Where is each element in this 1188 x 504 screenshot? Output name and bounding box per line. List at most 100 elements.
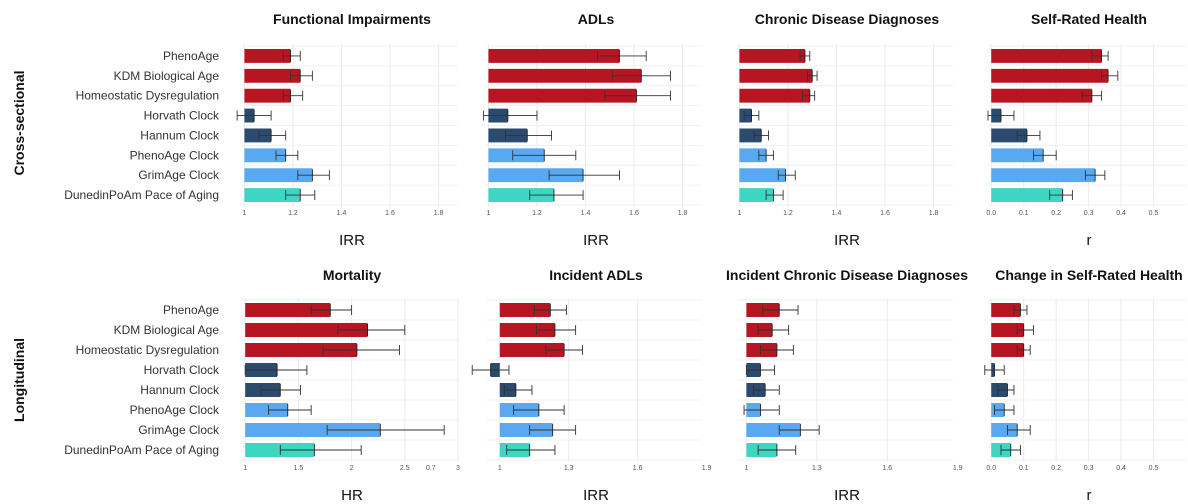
tick-label: 0.5 (1149, 465, 1159, 472)
bar-incident-adls-phenoage (499, 303, 551, 317)
axis-label-incident-chronic-disease-diagnoses: IRR (834, 487, 860, 504)
bar-self-rated-health-hannum-clock (991, 128, 1027, 143)
tick-label: 1 (243, 465, 247, 472)
bar-adls-phenoage (488, 49, 620, 63)
bar-mortality-homeostatic-dysregulation (245, 343, 357, 357)
tick-label: 2.5 (400, 465, 410, 472)
tick-label: 1.8 (678, 210, 688, 217)
tick-label: 1 (744, 465, 748, 472)
tick-label: 3 (456, 465, 460, 472)
bar-adls-dunedinpoam-pace-of-aging (488, 188, 554, 202)
panel-title-chronic-disease-diagnoses: Chronic Disease Diagnoses (755, 11, 940, 27)
bar-chronic-disease-diagnoses-phenoage-clock (739, 148, 767, 163)
bar-chronic-disease-diagnoses-dunedinpoam-pace-of-aging (739, 188, 774, 202)
tick-label: 1.8 (929, 210, 939, 217)
tick-label: 1.2 (783, 210, 793, 217)
tick-label: 0.3 (1084, 210, 1094, 217)
category-label-homeostatic-dysregulation: Homeostatic Dysregulation (76, 89, 219, 103)
bar-change-in-self-rated-health-phenoage (991, 303, 1021, 317)
tick-label: 1.6 (880, 210, 890, 217)
bar-incident-adls-kdm-biological-age (499, 323, 555, 337)
bar-adls-homeostatic-dysregulation (488, 88, 637, 103)
axis-label-mortality: HR (341, 487, 363, 504)
bar-change-in-self-rated-health-grimage-clock (991, 423, 1018, 437)
tick-label: 0.1 (1019, 465, 1029, 472)
category-label-homeostatic-dysregulation: Homeostatic Dysregulation (76, 343, 219, 357)
tick-label: 1 (486, 210, 490, 217)
bar-mortality-grimage-clock (245, 423, 381, 437)
category-label-dunedinpoam-pace-of-aging: DunedinPoAm Pace of Aging (64, 188, 219, 202)
tick-label: 1 (737, 210, 741, 217)
category-label-hannum-clock: Hannum Clock (140, 128, 220, 142)
category-label-kdm-biological-age: KDM Biological Age (114, 323, 220, 337)
tick-label: 1.6 (882, 465, 892, 472)
panel-title-mortality: Mortality (323, 267, 382, 283)
tick-label: 1 (242, 210, 246, 217)
tick-label: 0.5 (1149, 210, 1159, 217)
tick-label: 1.6 (385, 210, 395, 217)
tick-label: 1.8 (434, 210, 444, 217)
panel-title-change-in-self-rated-health: Change in Self-Rated Health (995, 267, 1182, 283)
bar-mortality-phenoage-clock (245, 403, 288, 417)
panel-title-functional-impairments: Functional Impairments (273, 11, 431, 27)
bar-functional-impairments-dunedinpoam-pace-of-aging (244, 188, 301, 202)
tick-label: 1.3 (812, 465, 822, 472)
tick-label: 0.2 (1051, 210, 1061, 217)
panel-title-adls: ADLs (578, 11, 615, 27)
panel-title-incident-chronic-disease-diagnoses: Incident Chronic Disease Diagnoses (726, 267, 968, 283)
axis-label-adls: IRR (583, 232, 609, 249)
bar-incident-adls-homeostatic-dysregulation (499, 343, 565, 357)
bar-mortality-phenoage (245, 303, 331, 317)
bar-chronic-disease-diagnoses-grimage-clock (739, 168, 786, 183)
bar-functional-impairments-phenoage (244, 49, 291, 63)
panel-title-incident-adls: Incident ADLs (549, 267, 643, 283)
category-label-phenoage-clock: PhenoAge Clock (130, 148, 220, 162)
bar-incident-adls-grimage-clock (499, 423, 553, 437)
bar-self-rated-health-kdm-biological-age (991, 68, 1109, 83)
tick-label: 0.0 (986, 465, 996, 472)
bar-functional-impairments-hannum-clock (244, 128, 272, 143)
bar-mortality-dunedinpoam-pace-of-aging (245, 443, 315, 457)
tick-label: 1.6 (633, 465, 643, 472)
panel-title-self-rated-health: Self-Rated Health (1031, 11, 1147, 27)
bar-self-rated-health-grimage-clock (991, 168, 1096, 183)
axis-label-self-rated-health: r (1087, 232, 1092, 249)
tick-label: 1 (498, 465, 502, 472)
tick-label: 1.2 (532, 210, 542, 217)
axis-label-chronic-disease-diagnoses: IRR (834, 232, 860, 249)
bar-mortality-kdm-biological-age (245, 323, 368, 337)
tick-label: 1.5 (294, 465, 304, 472)
category-label-horvath-clock: Horvath Clock (144, 363, 220, 377)
bar-adls-kdm-biological-age (488, 68, 642, 83)
category-label-hannum-clock: Hannum Clock (140, 383, 220, 397)
axis-label-incident-adls: IRR (583, 487, 609, 504)
tick-label: 1.6 (629, 210, 639, 217)
tick-label: 0.4 (1116, 210, 1126, 217)
bar-adls-grimage-clock (488, 168, 584, 183)
bar-functional-impairments-homeostatic-dysregulation (244, 88, 291, 103)
tick-label: 0.7 (426, 465, 436, 472)
tick-label: 0.1 (1019, 210, 1029, 217)
category-label-kdm-biological-age: KDM Biological Age (114, 69, 220, 83)
category-label-phenoage: PhenoAge (163, 303, 219, 317)
tick-label: 2 (350, 465, 354, 472)
bar-self-rated-health-homeostatic-dysregulation (991, 88, 1092, 103)
axis-label-change-in-self-rated-health: r (1087, 487, 1092, 504)
bar-incident-chronic-disease-diagnoses-grimage-clock (746, 423, 801, 437)
bar-chronic-disease-diagnoses-phenoage (739, 49, 805, 63)
tick-label: 0.2 (1051, 465, 1061, 472)
category-label-grimage-clock: GrimAge Clock (138, 423, 220, 437)
tick-label: 1.2 (288, 210, 298, 217)
category-label-phenoage: PhenoAge (163, 49, 219, 63)
bar-chronic-disease-diagnoses-kdm-biological-age (739, 68, 813, 83)
category-label-grimage-clock: GrimAge Clock (138, 168, 220, 182)
bar-change-in-self-rated-health-homeostatic-dysregulation (991, 343, 1024, 357)
tick-label: 0.4 (1116, 465, 1126, 472)
tick-label: 1.3 (564, 465, 574, 472)
tick-label: 1.4 (337, 210, 347, 217)
bar-functional-impairments-phenoage-clock (244, 148, 286, 163)
category-label-horvath-clock: Horvath Clock (144, 109, 220, 123)
bar-self-rated-health-phenoage-clock (991, 148, 1044, 163)
tick-label: 1.4 (581, 210, 591, 217)
